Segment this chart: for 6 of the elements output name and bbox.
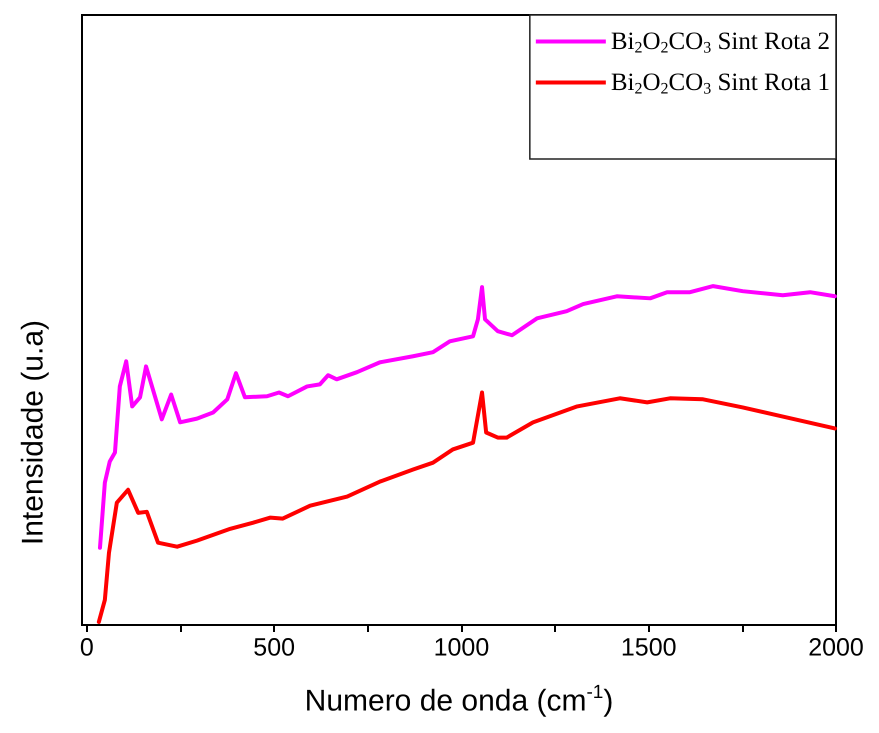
- x-tick-label: 1500: [620, 634, 677, 662]
- y-axis-title: Intensidade (u.a): [16, 320, 50, 546]
- x-tick-label: 0: [80, 634, 94, 662]
- x-tick-label: 500: [253, 634, 296, 662]
- x-tick-label: 2000: [808, 634, 864, 662]
- x-tick-label: 1000: [434, 634, 490, 662]
